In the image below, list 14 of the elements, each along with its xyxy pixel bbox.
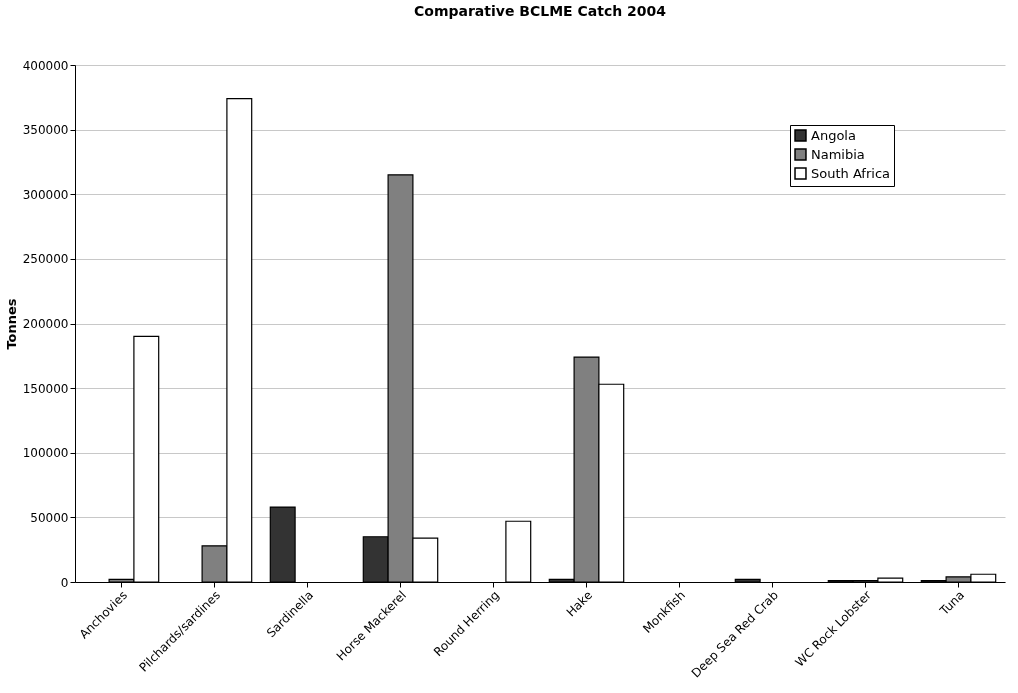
chart-title: Comparative BCLME Catch 2004 (413, 3, 667, 19)
legend-label: South Africa (811, 165, 890, 181)
y-tick-label: 250000 (22, 252, 69, 267)
legend-label: Namibia (811, 146, 865, 162)
y-tick-label: 200000 (22, 317, 69, 331)
legend-label: Angola (811, 127, 856, 143)
y-tick-label: 350000 (22, 123, 69, 138)
y-axis-title: Tonnes (3, 298, 19, 350)
y-tick-label: 150000 (22, 381, 69, 396)
y-tick-label: 400000 (22, 58, 69, 73)
y-tick-label: 300000 (22, 187, 69, 202)
y-tick-label: 0 (60, 575, 69, 590)
y-tick-label: 50000 (30, 510, 69, 525)
y-tick-label: 100000 (22, 446, 69, 461)
